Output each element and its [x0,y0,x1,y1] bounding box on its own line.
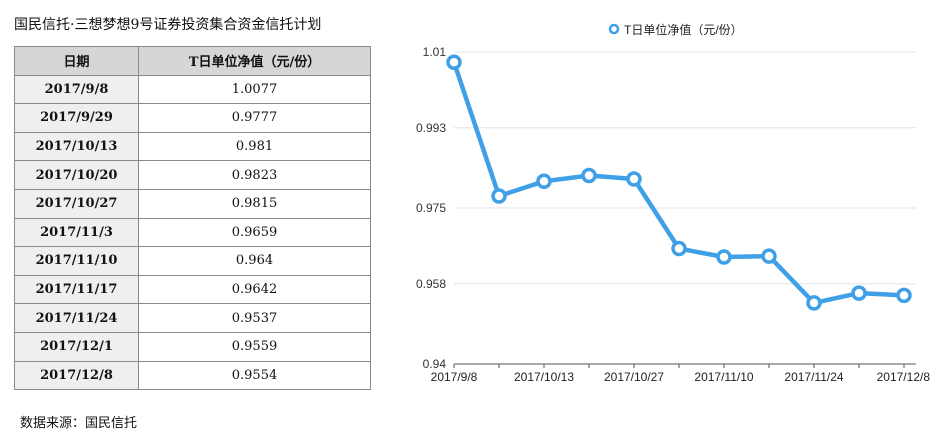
nav-cell: 0.9823 [138,160,371,190]
legend-label: T日单位净值（元/份） [624,22,743,37]
date-cell: 2017/10/20 [14,160,139,190]
nav-cell: 0.9554 [138,360,371,391]
x-tick-label: 2017/10/13 [514,370,574,384]
table-row: 2017/10/27 0.9815 [14,188,371,219]
nav-column-header: T日单位净值（元/份） [138,46,371,76]
y-tick-label: 0.94 [423,357,447,371]
data-point [671,240,687,257]
table-row: 2017/11/17 0.9642 [14,274,371,305]
date-column-header: 日期 [14,46,139,76]
y-tick-label: 1.01 [423,45,447,59]
nav-line-chart: T日单位净值（元/份） 0.94 0.958 0.975 0.993 1.01 2017… [390,10,945,390]
table-row: 2017/11/24 0.9537 [14,303,371,333]
nav-cell: 0.981 [138,131,371,162]
data-point [851,285,867,301]
table-row: 2017/12/1 0.9559 [14,331,371,362]
data-point [491,188,507,204]
date-cell: 2017/11/17 [14,274,139,305]
y-tick-label: 0.958 [416,277,446,291]
y-axis: 0.94 0.958 0.975 0.993 1.01 [416,45,446,371]
data-point [446,54,462,71]
data-point [581,167,597,184]
date-cell: 2017/12/8 [14,360,139,391]
date-cell: 2017/10/13 [14,131,139,162]
y-tick-label: 0.975 [416,201,446,215]
x-axis: 2017/9/8 2017/10/13 2017/10/27 2017/11/10 20… [431,363,931,384]
table-row: 2017/9/29 0.9777 [14,103,371,133]
data-point [806,295,822,311]
x-tick-label: 2017/11/10 [694,370,753,384]
date-cell: 2017/11/10 [14,246,139,276]
series-line [451,60,907,306]
date-cell: 2017/10/27 [14,188,139,219]
x-tick-label: 2017/10/27 [604,370,664,384]
table-row: 2017/10/20 0.9823 [14,160,371,190]
table-row: 2017/11/10 0.964 [14,246,371,276]
date-cell: 2017/9/29 [14,103,139,133]
chart-legend: T日单位净值（元/份） [608,22,743,37]
chart-canvas: T日单位净值（元/份） 0.94 0.958 0.975 0.993 1.01 2017… [416,22,931,384]
date-cell: 2017/12/1 [14,331,139,362]
table-title: 国民信托·三想梦想9号证券投资集合资金信托计划 [14,17,322,33]
source-note: 数据来源：国民信托 [20,416,138,431]
table-row: 2017/10/13 0.981 [14,131,371,162]
legend-marker [608,23,620,35]
y-tick-label: 0.993 [416,121,446,135]
table-row: 2017/9/8 1.0077 [14,74,371,105]
nav-cell: 1.0077 [138,74,371,105]
data-point [626,171,642,187]
nav-cell: 0.9659 [138,217,371,248]
chart-grid [454,51,916,285]
x-tick-label: 2017/12/8 [877,370,931,384]
data-point [761,248,777,264]
nav-cell: 0.9777 [138,103,371,133]
nav-cell: 0.9537 [138,303,371,333]
data-point [716,249,732,265]
table-row: 2017/12/8 0.9554 [14,360,371,391]
nav-cell: 0.9559 [138,331,371,362]
date-cell: 2017/11/3 [14,217,139,248]
nav-cell: 0.9815 [138,188,371,219]
data-point [896,287,912,304]
nav-table: 日期 T日单位净值（元/份） 2017/9/8 1.0077 2017/9/29 0… [14,46,371,391]
chart-series [446,54,912,311]
x-tick-label: 2017/11/24 [784,370,843,384]
nav-cell: 0.964 [138,246,371,276]
nav-cell: 0.9642 [138,274,371,305]
x-tick-label: 2017/9/8 [431,370,478,384]
date-cell: 2017/9/8 [14,74,139,105]
table-row: 2017/11/3 0.9659 [14,217,371,248]
table-header-row: 日期 T日单位净值（元/份） [14,46,371,76]
data-point [536,173,552,190]
date-cell: 2017/11/24 [14,303,139,333]
